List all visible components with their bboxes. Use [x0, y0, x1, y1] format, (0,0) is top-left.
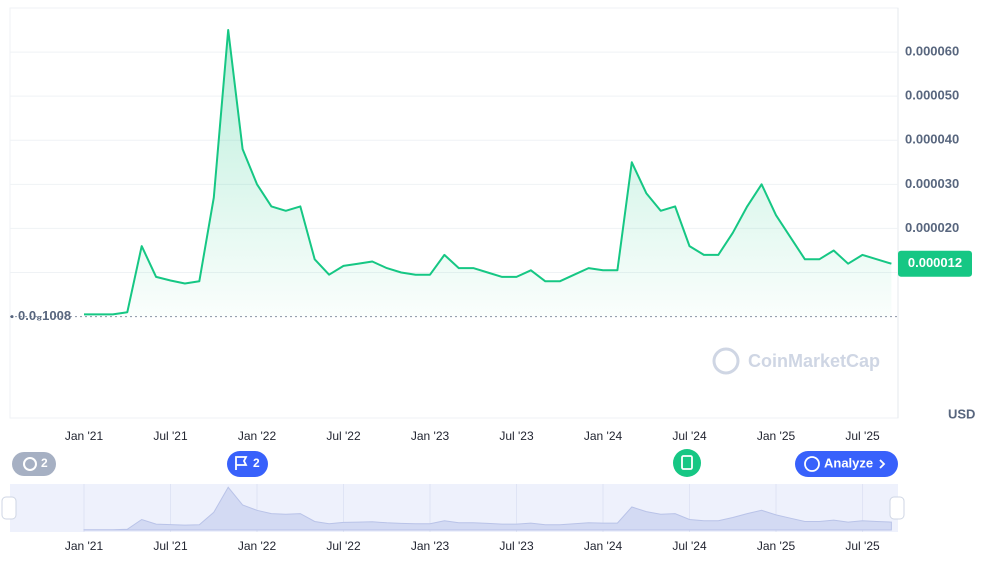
- navigator-x-label: Jan '21: [65, 539, 104, 553]
- navigator-handle[interactable]: [889, 496, 905, 520]
- x-tick-label: Jan '22: [238, 429, 277, 443]
- x-tick-label: Jul '21: [153, 429, 188, 443]
- navigator-x-label: Jul '25: [845, 539, 880, 553]
- navigator-x-label: Jul '24: [672, 539, 707, 553]
- news-button[interactable]: [673, 449, 701, 477]
- navigator-x-label: Jan '25: [757, 539, 796, 553]
- x-tick-label: Jul '22: [326, 429, 361, 443]
- analyze-button[interactable]: [795, 451, 898, 477]
- news-icon: [681, 455, 693, 470]
- x-tick-label: Jan '23: [411, 429, 450, 443]
- price-area: [84, 30, 892, 317]
- y-tick-label: 0.000020: [905, 220, 959, 235]
- y-tick-label: 0.000040: [905, 132, 959, 147]
- navigator-x-label: Jan '22: [238, 539, 277, 553]
- x-tick-label: Jul '24: [672, 429, 707, 443]
- analyze-label: Analyze: [824, 455, 873, 470]
- x-tick-label: Jul '23: [499, 429, 534, 443]
- navigator-x-label: Jul '23: [499, 539, 534, 553]
- flag-icon: [235, 456, 248, 470]
- watermark-text: CoinMarketCap: [748, 351, 880, 371]
- navigator-x-label: Jul '21: [153, 539, 188, 553]
- navigator-area: [83, 486, 892, 531]
- navigator-x-label: Jul '22: [326, 539, 361, 553]
- x-tick-label: Jan '25: [757, 429, 796, 443]
- history-count: 2: [41, 456, 48, 470]
- flag-button[interactable]: [227, 451, 268, 477]
- y-tick-label: 0.000050: [905, 88, 959, 103]
- x-tick-label: Jan '24: [584, 429, 623, 443]
- watermark: CoinMarketCap: [712, 347, 880, 375]
- flag-count: 2: [253, 456, 260, 470]
- y-tick-label: 0.000030: [905, 176, 959, 191]
- x-tick-label: Jul '25: [845, 429, 880, 443]
- current-price-label: 0.000012: [908, 255, 962, 270]
- axis-unit: USD: [948, 406, 975, 421]
- navigator-x-label: Jan '23: [411, 539, 450, 553]
- history-button[interactable]: [12, 452, 56, 476]
- price-line: [84, 29, 892, 316]
- analyze-chevron: [879, 459, 886, 469]
- baseline-label: 0.0₈1008: [18, 308, 71, 323]
- x-tick-label: Jan '21: [65, 429, 104, 443]
- history-icon: [23, 457, 37, 471]
- navigator-handle[interactable]: [1, 496, 17, 520]
- analyze-icon: [804, 456, 820, 472]
- baseline-dot: [10, 315, 14, 319]
- current-price-tag: [898, 250, 972, 277]
- y-tick-label: 0.000060: [905, 44, 959, 59]
- navigator-x-label: Jan '24: [584, 539, 623, 553]
